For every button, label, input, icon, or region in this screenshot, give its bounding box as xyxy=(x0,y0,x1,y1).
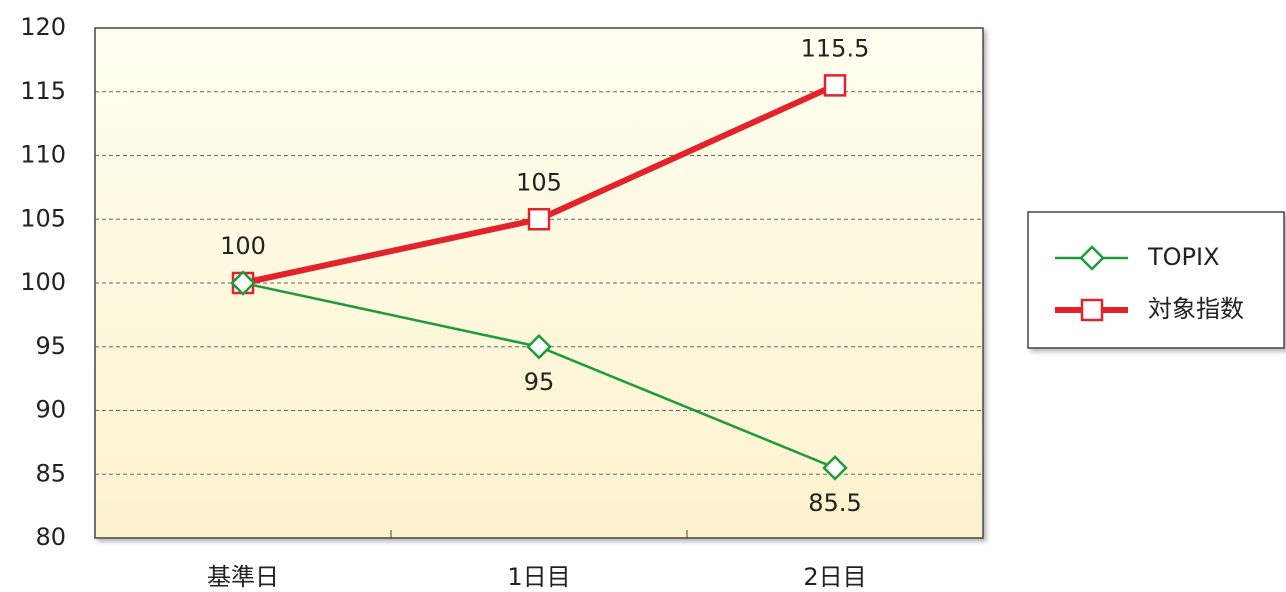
x-tick-label: 基準日 xyxy=(207,563,279,591)
y-tick-label: 95 xyxy=(35,332,66,360)
data-label: 85.5 xyxy=(808,489,861,517)
data-label: 115.5 xyxy=(801,34,870,62)
y-tick-label: 110 xyxy=(20,141,66,169)
legend-label: TOPIX xyxy=(1147,243,1220,271)
x-tick-label: 1日目 xyxy=(507,563,570,591)
y-tick-label: 120 xyxy=(20,13,66,41)
point xyxy=(526,333,552,360)
y-tick-label: 80 xyxy=(35,523,66,551)
point xyxy=(1080,298,1104,322)
legend-box xyxy=(1027,211,1285,349)
data-label: 100 xyxy=(220,232,266,260)
y-tick-label: 90 xyxy=(35,396,66,424)
y-tick-label: 100 xyxy=(20,268,66,296)
y-tick-label: 115 xyxy=(20,77,66,105)
plot-layer: 80 85 90 95 100 105 110 115 120 基準日 1日目 2日目 100 105 11… xyxy=(20,13,1244,591)
point xyxy=(527,208,551,231)
point xyxy=(823,74,847,97)
data-label: 105 xyxy=(516,168,562,196)
y-tick-label: 105 xyxy=(20,204,66,232)
point xyxy=(822,455,848,481)
legend-label: 対象指数 xyxy=(1148,295,1244,323)
data-label: 95 xyxy=(524,368,555,396)
x-tick-label: 2日目 xyxy=(803,563,866,591)
point xyxy=(230,270,256,296)
point xyxy=(1079,245,1105,271)
y-tick-label: 85 xyxy=(35,459,66,487)
